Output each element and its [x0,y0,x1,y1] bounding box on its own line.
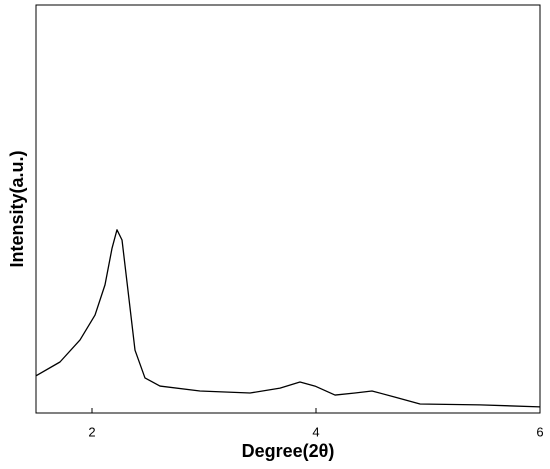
x-tick-label: 4 [312,424,319,439]
x-tick-label: 2 [88,424,95,439]
line [35,229,541,408]
x-axis-label: Degree(2θ) [242,441,335,461]
y-axis-label: Intensity(a.u.) [7,150,27,267]
plot-frame [35,4,541,414]
x-tick-label: 6 [536,424,543,439]
